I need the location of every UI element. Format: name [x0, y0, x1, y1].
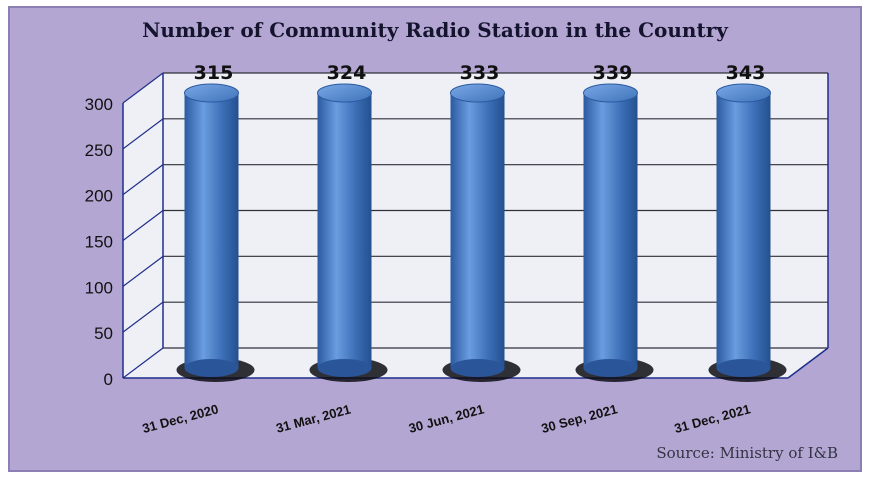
- bar: [309, 83, 388, 382]
- wall-gridline: [122, 72, 164, 104]
- data-label: 343: [726, 62, 766, 84]
- y-tick-label: 250: [85, 141, 113, 160]
- data-label: 333: [460, 62, 500, 84]
- bar-cap: [317, 83, 372, 103]
- wall-gridline: [122, 301, 164, 333]
- y-tick-label: 200: [85, 187, 113, 206]
- bar: [176, 83, 255, 382]
- bar-base: [317, 359, 372, 377]
- x-tick-label: 31 Dec, 2020: [141, 401, 220, 436]
- wall-gridline: [122, 210, 164, 241]
- bar: [575, 83, 654, 382]
- x-tick-label: 31 Dec, 2021: [673, 401, 752, 436]
- wall-gridline: [122, 347, 164, 379]
- y-tick-label: 150: [85, 233, 113, 252]
- y-tick-label: 100: [85, 278, 113, 297]
- bar-base: [184, 359, 239, 377]
- bar-base: [450, 359, 505, 377]
- bar-base: [583, 359, 638, 377]
- data-label: 324: [327, 62, 367, 84]
- bar-body: [450, 93, 505, 368]
- y-tick-label: 50: [94, 324, 113, 343]
- bar: [708, 83, 787, 382]
- bar-cap: [184, 83, 239, 103]
- floor-right-edge: [787, 347, 829, 379]
- bar-cap: [716, 83, 771, 103]
- bar-body: [583, 93, 638, 368]
- bar-cap: [450, 83, 505, 103]
- wall-gridline: [122, 255, 164, 287]
- data-label: 315: [194, 62, 234, 84]
- source-note: Source: Ministry of I&B: [656, 444, 838, 462]
- bar: [442, 83, 521, 382]
- y-tick-label: 0: [104, 370, 113, 389]
- wall-gridline: [122, 164, 164, 196]
- x-tick-label: 30 Sep, 2021: [540, 401, 619, 436]
- x-tick-label: 30 Jun, 2021: [407, 401, 486, 436]
- bar-body: [184, 93, 239, 368]
- bar-body: [716, 93, 771, 368]
- chart-title: Number of Community Radio Station in the…: [142, 18, 728, 42]
- bar-body: [317, 93, 372, 368]
- x-tick-label: 31 Mar, 2021: [274, 401, 352, 435]
- bar-cap: [583, 83, 638, 103]
- y-tick-label: 300: [85, 95, 113, 114]
- wall-gridline: [122, 118, 164, 150]
- data-label: 339: [593, 62, 633, 84]
- bar-base: [716, 359, 771, 377]
